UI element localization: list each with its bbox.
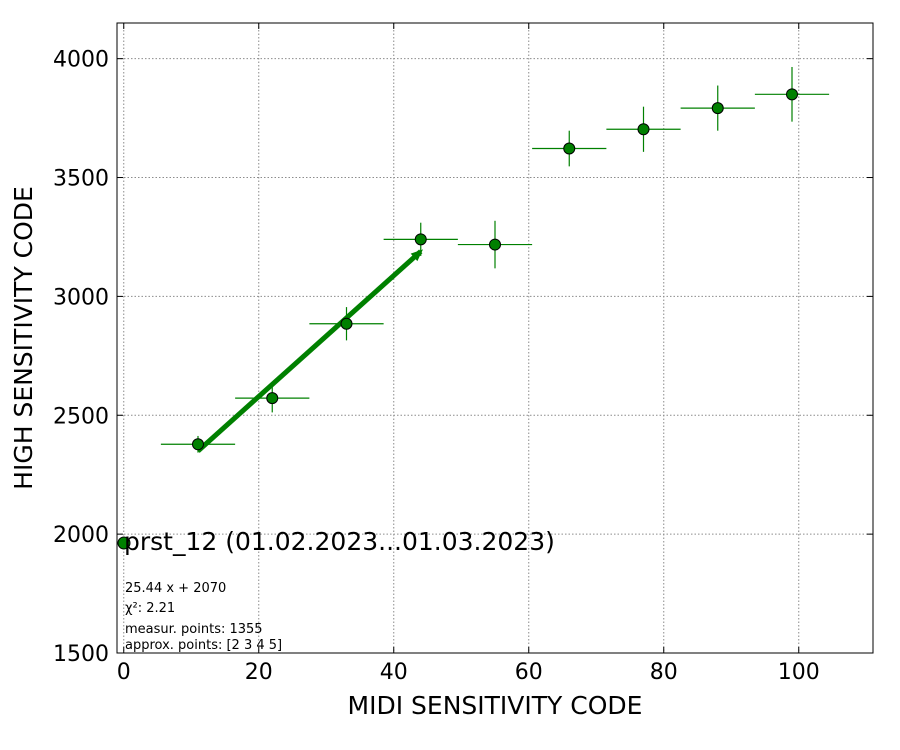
y-axis-label: HIGH SENSITIVITY CODE <box>9 186 38 490</box>
data-point <box>754 66 830 122</box>
data-point <box>309 307 384 341</box>
marker <box>266 392 279 405</box>
x-tick-label: 80 <box>650 660 678 685</box>
x-tick-label: 0 <box>117 660 131 685</box>
marker <box>786 88 798 101</box>
chi-square: χ²: 2.21 <box>125 601 175 616</box>
y-axis-ticks: 1500 2000 2500 3000 3500 4000 <box>53 48 873 667</box>
marker <box>637 123 650 136</box>
data-point <box>532 130 607 167</box>
measured-points: measur. points: 1355 <box>125 622 263 637</box>
data-series <box>160 66 830 453</box>
data-point <box>160 435 236 453</box>
y-tick-label: 2500 <box>53 404 109 429</box>
fit-info: 25.44 x + 2070 χ²: 2.21 measur. points: … <box>125 581 282 653</box>
fit-line <box>196 249 423 453</box>
approx-points: approx. points: [2 3 4 5] <box>125 638 282 653</box>
data-point <box>235 383 310 413</box>
legend: prst_12 (01.02.2023...01.03.2023) <box>117 527 555 556</box>
y-tick-label: 3000 <box>53 285 109 310</box>
fit-arrowhead <box>410 249 423 262</box>
x-axis-label: MIDI SENSITIVITY CODE <box>348 691 643 720</box>
x-axis-ticks: 0 20 40 60 80 100 <box>117 23 820 685</box>
marker <box>563 142 576 155</box>
marker <box>192 438 204 451</box>
x-tick-label: 100 <box>778 660 820 685</box>
legend-marker <box>117 536 131 550</box>
marker <box>414 233 427 246</box>
marker <box>489 238 501 251</box>
y-tick-label: 2000 <box>53 523 109 548</box>
grid <box>117 23 873 654</box>
data-point <box>457 220 533 269</box>
y-tick-label: 4000 <box>53 48 109 73</box>
plot-frame <box>116 22 874 654</box>
x-tick-label: 60 <box>515 660 543 685</box>
marker <box>340 317 353 330</box>
y-tick-label: 1500 <box>53 642 109 667</box>
marker <box>711 102 724 115</box>
legend-label: prst_12 (01.02.2023...01.03.2023) <box>124 527 555 556</box>
y-tick-label: 3500 <box>53 167 109 192</box>
data-point <box>680 85 755 131</box>
x-tick-label: 40 <box>380 660 408 685</box>
data-point <box>606 106 681 152</box>
data-point <box>383 222 458 256</box>
x-tick-label: 20 <box>245 660 273 685</box>
fit-equation: 25.44 x + 2070 <box>125 581 226 596</box>
fit-line-segment <box>196 249 423 453</box>
